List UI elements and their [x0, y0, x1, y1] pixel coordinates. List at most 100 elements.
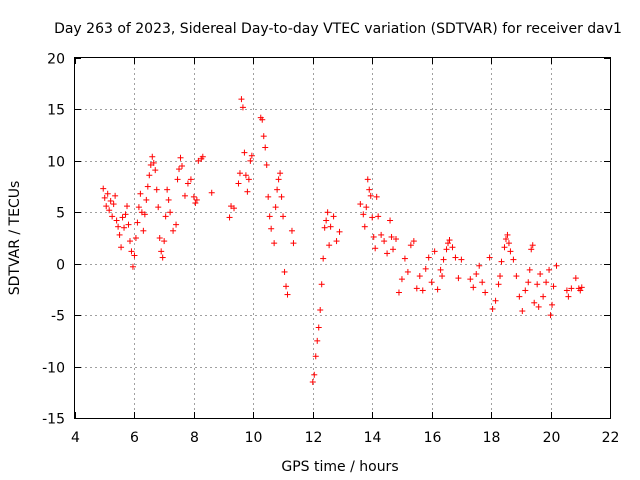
y-axis-label: SDTVAR / TECUs [7, 181, 23, 296]
data-point [535, 303, 542, 310]
data-point [167, 209, 174, 216]
data-point [455, 275, 462, 282]
data-point [131, 252, 138, 259]
data-point [176, 166, 183, 173]
data-point [162, 213, 169, 220]
data-point [231, 205, 238, 212]
data-point [425, 254, 432, 261]
data-point [277, 170, 284, 177]
data-point [452, 254, 459, 261]
data-point [360, 211, 367, 218]
data-points [100, 96, 585, 385]
data-point [288, 227, 295, 234]
data-point [315, 324, 322, 331]
data-point [364, 176, 371, 183]
data-point [259, 116, 266, 123]
data-point [572, 275, 579, 282]
data-point [482, 289, 489, 296]
data-point [458, 256, 465, 263]
data-point [522, 287, 529, 294]
data-point [563, 287, 570, 294]
data-point [101, 194, 108, 201]
data-point [110, 201, 117, 208]
data-point [272, 204, 279, 211]
data-point [238, 96, 245, 103]
data-point [239, 104, 246, 111]
data-point [116, 231, 123, 238]
data-point [314, 337, 321, 344]
x-tick-label: 12 [305, 430, 323, 446]
data-point [531, 299, 538, 306]
data-point [324, 209, 331, 216]
data-point [357, 201, 364, 208]
data-point [290, 240, 297, 247]
data-point [146, 172, 153, 179]
y-tick-labels: 20 15 10 5 0 -5 -10 -15 [42, 52, 65, 428]
data-point [132, 235, 139, 241]
data-point [141, 211, 148, 218]
data-point [135, 204, 142, 211]
data-point [284, 291, 291, 298]
x-tick-labels: 4 6 8 10 12 14 16 18 20 22 [71, 430, 619, 446]
data-point [333, 238, 340, 245]
data-point [327, 223, 334, 230]
data-point [155, 204, 162, 211]
data-point [378, 231, 385, 238]
data-point [525, 279, 532, 286]
data-point [443, 246, 450, 253]
data-point [407, 242, 414, 249]
data-point [103, 203, 110, 210]
data-point [390, 246, 397, 253]
y-tick-label: 0 [56, 258, 65, 274]
data-point [100, 185, 107, 192]
y-tick-label: 10 [47, 155, 65, 171]
data-point [174, 176, 181, 183]
data-point [363, 204, 370, 211]
data-point [498, 258, 505, 265]
data-point [143, 196, 150, 203]
data-point [529, 242, 536, 249]
data-point [534, 281, 541, 288]
data-point [369, 214, 376, 221]
data-point [505, 240, 512, 247]
data-point [262, 144, 269, 151]
data-point [388, 233, 395, 240]
data-point [502, 236, 509, 243]
data-point [330, 213, 337, 220]
data-point [280, 213, 287, 220]
x-tick-label: 20 [543, 430, 561, 446]
data-point [242, 172, 249, 179]
x-tick-label: 16 [424, 430, 442, 446]
data-point [578, 284, 585, 291]
x-tick-label: 14 [364, 430, 382, 446]
data-point [184, 180, 191, 187]
data-point [121, 224, 128, 231]
data-point [549, 301, 556, 308]
x-tick-label: 22 [602, 430, 620, 446]
data-point [129, 263, 136, 270]
data-point [361, 223, 368, 230]
x-tick-label: 4 [71, 430, 80, 446]
data-point [492, 297, 499, 304]
grid-lines [75, 58, 610, 418]
data-point [495, 281, 502, 288]
data-point [158, 248, 165, 255]
y-tick-label: -10 [42, 361, 65, 377]
data-point [547, 312, 554, 319]
data-point [271, 240, 278, 247]
plot-frame [74, 57, 611, 419]
data-point [107, 197, 114, 204]
data-point [401, 255, 408, 262]
data-point [193, 196, 200, 203]
data-point [112, 192, 119, 199]
data-point [312, 353, 319, 360]
data-point [526, 266, 533, 273]
data-point [489, 305, 496, 312]
data-point [208, 189, 215, 196]
data-point [181, 192, 188, 199]
data-point [543, 279, 550, 286]
y-tick-label: 20 [47, 52, 65, 68]
data-point [513, 273, 520, 280]
data-point [283, 283, 290, 290]
data-point [507, 248, 514, 255]
